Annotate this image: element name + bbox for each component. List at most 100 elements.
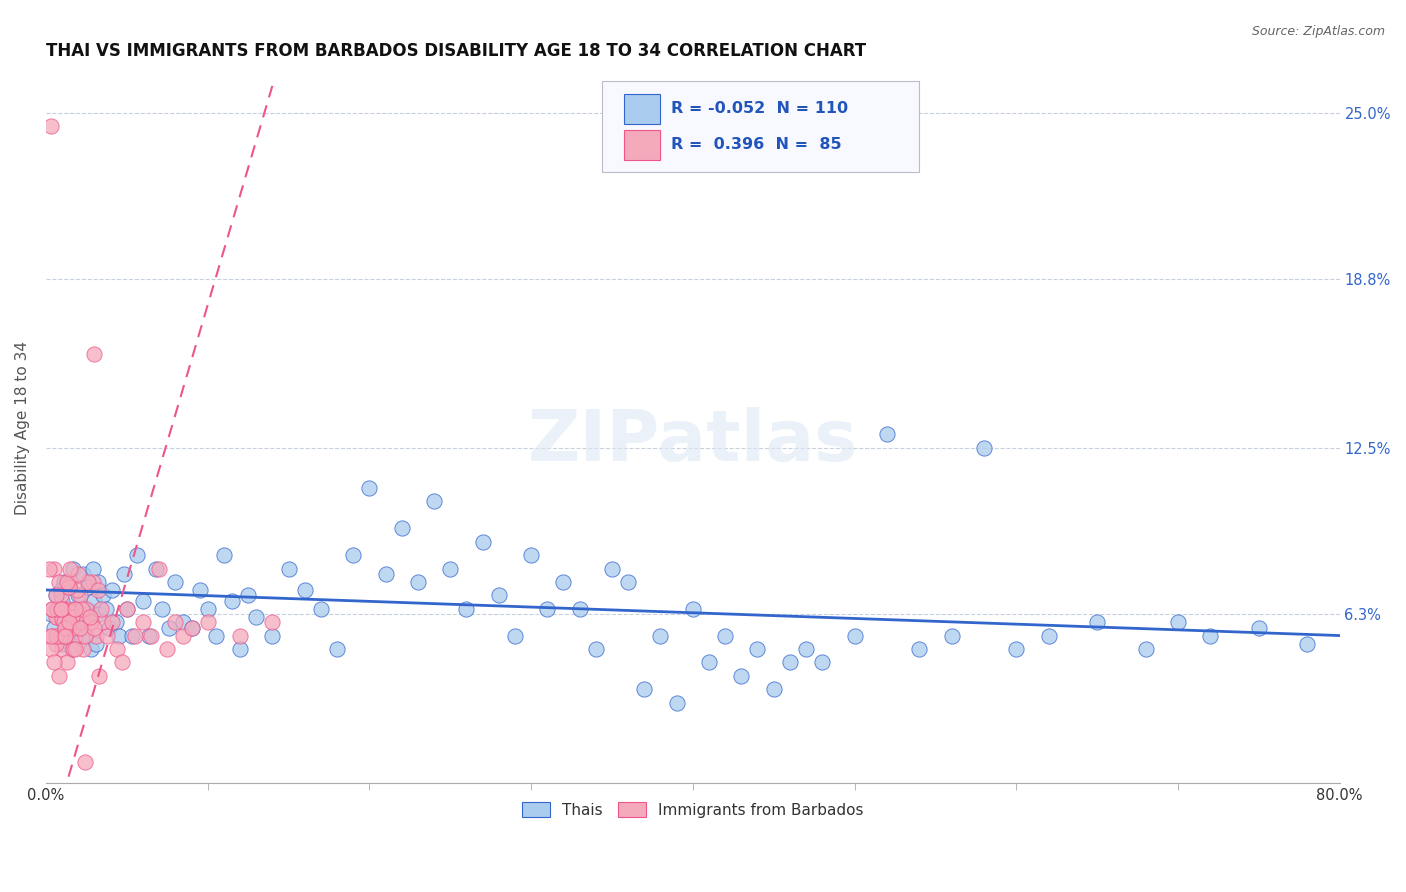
Point <box>84 637 107 651</box>
Point <box>49 582 72 597</box>
Point <box>89 669 111 683</box>
Point <box>406 574 429 589</box>
Point <box>66 620 89 634</box>
Point <box>105 642 128 657</box>
Point <box>139 629 162 643</box>
Point <box>148 561 170 575</box>
Point <box>53 629 76 643</box>
Point <box>197 615 219 629</box>
Point <box>197 601 219 615</box>
Point <box>633 682 655 697</box>
Point <box>172 615 194 629</box>
Point <box>63 642 86 657</box>
Point <box>51 612 73 626</box>
Point <box>229 642 252 657</box>
Point <box>165 615 187 629</box>
Point <box>107 629 129 643</box>
Y-axis label: Disability Age 18 to 34: Disability Age 18 to 34 <box>15 341 30 515</box>
Point <box>294 582 316 597</box>
Point <box>101 615 124 629</box>
Point <box>762 682 785 697</box>
Point <box>617 574 640 589</box>
Point <box>58 615 80 629</box>
Point <box>45 629 67 643</box>
Point <box>77 574 100 589</box>
Point <box>53 612 76 626</box>
Point <box>811 656 834 670</box>
FancyBboxPatch shape <box>624 94 661 124</box>
Point <box>52 601 75 615</box>
Text: R = -0.052  N = 110: R = -0.052 N = 110 <box>671 101 848 116</box>
Point <box>53 629 76 643</box>
Point <box>77 580 100 594</box>
Point <box>73 612 96 626</box>
Point <box>115 601 138 615</box>
Point <box>45 588 67 602</box>
Point <box>60 615 83 629</box>
Point <box>488 588 510 602</box>
Point <box>49 588 72 602</box>
Point <box>72 566 94 581</box>
Point <box>51 637 73 651</box>
Point <box>600 561 623 575</box>
Point <box>188 582 211 597</box>
Point <box>132 615 155 629</box>
Point <box>75 601 97 615</box>
Point <box>48 629 70 643</box>
Point <box>48 629 70 643</box>
Point <box>42 620 65 634</box>
Point <box>42 561 65 575</box>
Point <box>157 620 180 634</box>
Point <box>747 642 769 657</box>
Point <box>391 521 413 535</box>
Point <box>172 629 194 643</box>
Point <box>59 574 82 589</box>
Point <box>423 494 446 508</box>
Point <box>52 574 75 589</box>
Point <box>63 629 86 643</box>
Point <box>82 574 104 589</box>
Point <box>908 642 931 657</box>
Point <box>697 656 720 670</box>
Point <box>46 601 69 615</box>
Point <box>1167 615 1189 629</box>
Point <box>41 601 63 615</box>
Point <box>682 601 704 615</box>
Point <box>132 593 155 607</box>
Point <box>60 642 83 657</box>
Point <box>46 609 69 624</box>
Text: THAI VS IMMIGRANTS FROM BARBADOS DISABILITY AGE 18 TO 34 CORRELATION CHART: THAI VS IMMIGRANTS FROM BARBADOS DISABIL… <box>46 42 866 60</box>
Legend: Thais, Immigrants from Barbados: Thais, Immigrants from Barbados <box>515 794 870 825</box>
Point <box>80 642 103 657</box>
Point <box>1038 629 1060 643</box>
Point <box>180 620 202 634</box>
Point <box>456 601 478 615</box>
Point <box>941 629 963 643</box>
Point <box>91 588 114 602</box>
Point <box>70 629 93 643</box>
Point <box>58 580 80 594</box>
Point <box>59 604 82 618</box>
Point <box>104 615 127 629</box>
Point <box>1005 642 1028 657</box>
Point <box>520 548 543 562</box>
Point <box>1247 620 1270 634</box>
Point <box>87 582 110 597</box>
Point <box>79 604 101 618</box>
Point <box>48 574 70 589</box>
Point <box>585 642 607 657</box>
Point <box>89 607 111 621</box>
Point <box>51 601 73 615</box>
Point <box>67 601 90 615</box>
Point <box>94 601 117 615</box>
Point <box>58 580 80 594</box>
Point <box>536 601 558 615</box>
Point <box>70 601 93 615</box>
Point <box>794 642 817 657</box>
Point <box>165 574 187 589</box>
Point <box>41 629 63 643</box>
Point <box>56 656 79 670</box>
Point <box>56 574 79 589</box>
Point <box>180 620 202 634</box>
Point <box>568 601 591 615</box>
